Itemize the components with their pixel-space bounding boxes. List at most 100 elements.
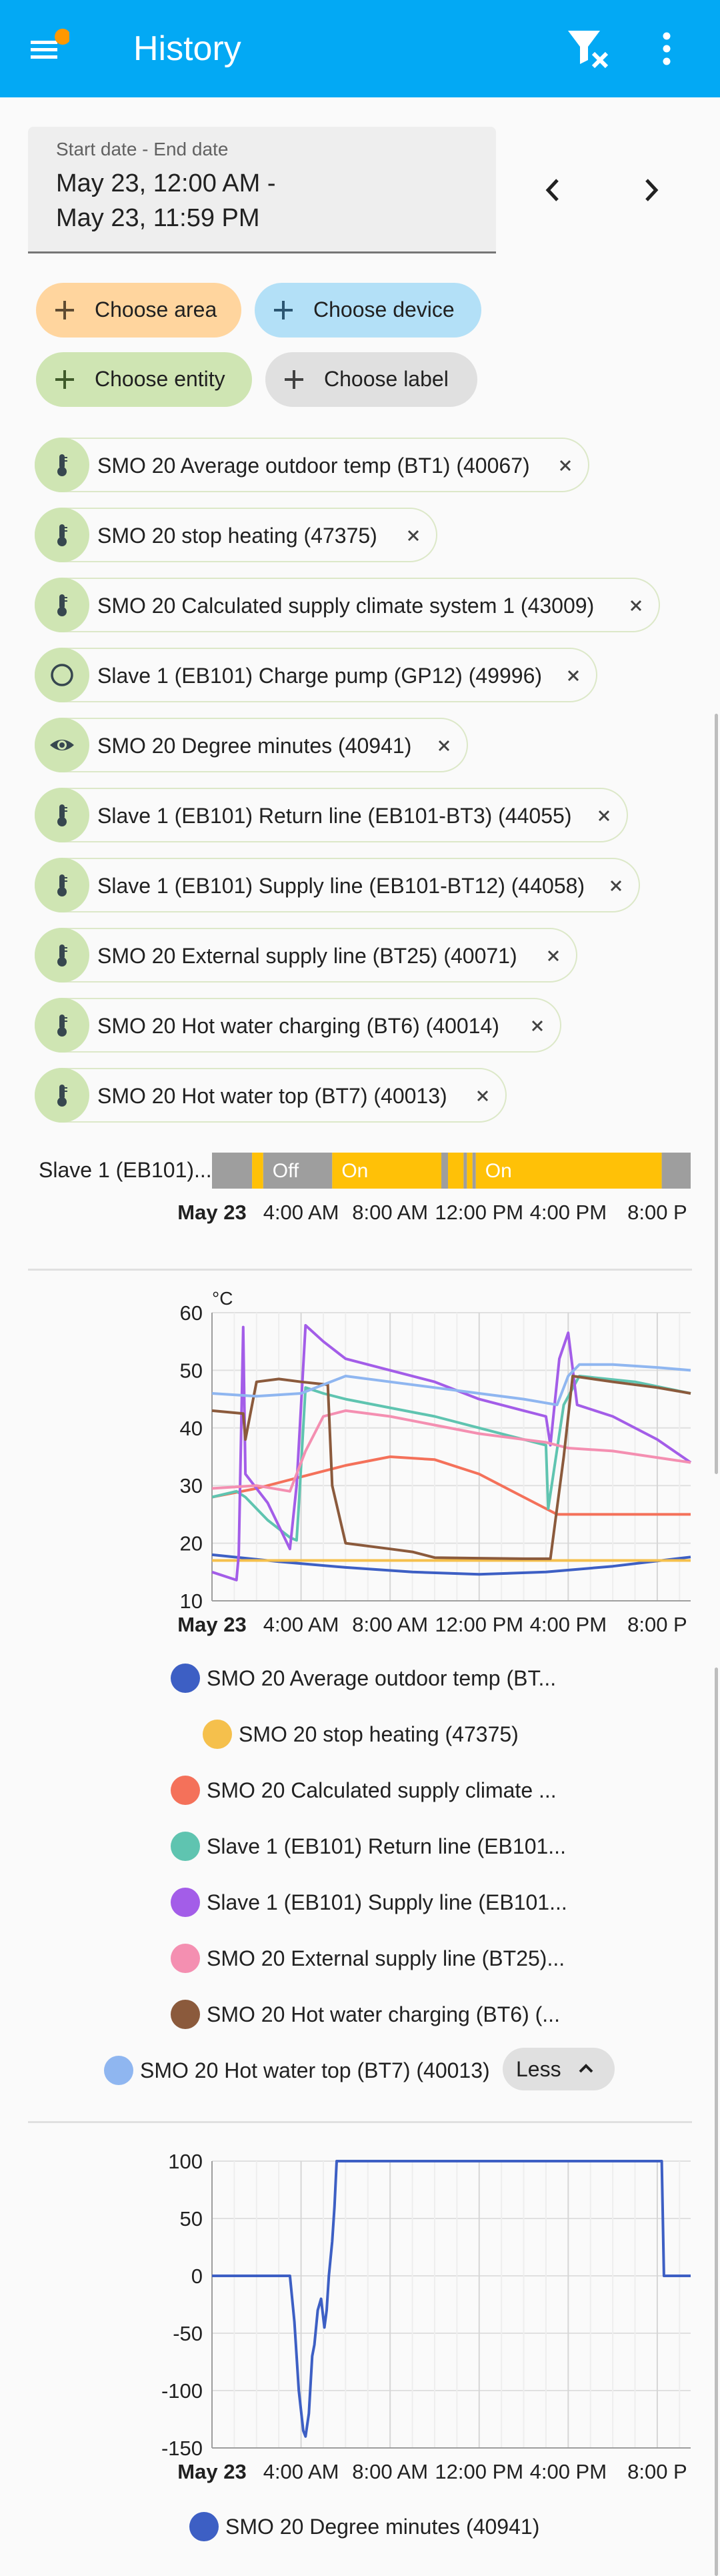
entity-chip-label: SMO 20 Hot water top (BT7) (40013) [97, 1084, 447, 1108]
series-line[interactable] [211, 1375, 691, 1542]
y-tick-label: 100 [168, 2150, 203, 2173]
legend-label: SMO 20 External supply line (BT25)... [207, 1946, 565, 1970]
legend-swatch [189, 2512, 219, 2541]
timeline-segment[interactable] [472, 1153, 476, 1189]
x-tick-label: 8:00 AM [352, 2460, 428, 2483]
entity-chip[interactable]: SMO 20 Degree minutes (40941) [35, 718, 468, 772]
entity-chip[interactable]: Slave 1 (EB101) Charge pump (GP12) (4999… [35, 648, 597, 702]
legend-swatch [171, 1888, 200, 1917]
show-less-button[interactable]: Less [503, 2048, 615, 2090]
remove-icon[interactable] [544, 946, 563, 965]
choose-device-button[interactable]: Choose device [255, 283, 481, 338]
legend-label: SMO 20 Hot water top (BT7) (40013) [140, 2058, 490, 2082]
choose-area-button[interactable]: Choose area [36, 283, 241, 338]
remove-icon[interactable] [607, 876, 625, 895]
legend-label: SMO 20 Average outdoor temp (BT... [207, 1666, 557, 1690]
entity-chip-label: SMO 20 Average outdoor temp (BT1) (40067… [97, 454, 530, 478]
remove-icon[interactable] [473, 1087, 492, 1105]
entity-chip-label: Slave 1 (EB101) Supply line (EB101-BT12)… [97, 874, 585, 898]
x-tick-label: 4:00 AM [263, 1201, 339, 1224]
entity-chip[interactable]: SMO 20 stop heating (47375) [35, 508, 437, 562]
timeline-segment[interactable] [447, 1153, 464, 1189]
x-tick-label: 4:00 PM [530, 1201, 607, 1224]
entity-chip[interactable]: SMO 20 External supply line (BT25) (4007… [35, 928, 577, 983]
chevron-left-icon[interactable] [533, 167, 573, 213]
remove-icon[interactable] [435, 736, 453, 755]
legend-label: SMO 20 Hot water charging (BT6) (... [207, 2002, 560, 2026]
y-tick-label: 40 [180, 1417, 203, 1440]
y-tick-label: -50 [173, 2322, 203, 2345]
entity-chip-label: Slave 1 (EB101) Return line (EB101-BT3) … [97, 804, 572, 828]
legend-label: Slave 1 (EB101) Supply line (EB101... [207, 1890, 567, 1914]
x-tick-label: 8:00 P [627, 2460, 687, 2483]
timeline-segment[interactable] [475, 1153, 662, 1189]
remove-icon[interactable] [564, 666, 583, 685]
state-timeline: Off On On May 23 4:00 AM 8:00 AM 12:00 PM 4:00 … [177, 1153, 691, 1224]
temperature-chart: 10 20 30 40 50 60 May 23 4:00 AM 8:00 AM 12:00 PM… [177, 1288, 692, 1636]
chevron-right-icon[interactable] [631, 167, 671, 213]
y-tick-label: -150 [161, 2437, 203, 2460]
scrollbar[interactable] [715, 1668, 718, 2576]
remove-icon[interactable] [404, 526, 423, 545]
legend-swatch [171, 1944, 200, 1973]
remove-icon[interactable] [528, 1017, 547, 1035]
x-tick-label: May 23 [177, 1201, 246, 1224]
series-line[interactable] [211, 1553, 691, 1576]
timeline-segment[interactable] [212, 1153, 253, 1189]
timeline-segment[interactable] [332, 1153, 441, 1189]
choose-label-button[interactable]: Choose label [265, 352, 477, 407]
thermometer-icon [35, 928, 89, 983]
menu-icon[interactable] [27, 29, 69, 69]
timeline-segment[interactable] [263, 1153, 333, 1189]
timeline-state-label: On [341, 1160, 368, 1182]
more-vert-icon[interactable] [653, 27, 680, 71]
choose-entity-button[interactable]: Choose entity [36, 352, 252, 407]
plus-icon [285, 370, 303, 389]
circle-outline-icon [35, 648, 89, 702]
plus-icon [55, 370, 74, 389]
scrollbar[interactable] [715, 714, 718, 1474]
entity-chip-label: SMO 20 Degree minutes (40941) [97, 734, 412, 758]
entity-chip[interactable]: SMO 20 Calculated supply climate system … [35, 578, 660, 632]
thermometer-icon [35, 788, 89, 842]
filter-remove-icon[interactable] [565, 27, 611, 71]
series-line[interactable] [211, 1375, 691, 1560]
legend-label: SMO 20 Calculated supply climate ... [207, 1778, 557, 1802]
x-tick-label: 4:00 AM [263, 2460, 339, 2483]
timeline-segment[interactable] [661, 1153, 691, 1189]
entity-chip[interactable]: SMO 20 Hot water top (BT7) (40013) [35, 1068, 507, 1123]
date-range-picker[interactable]: Start date - End date May 23, 12:00 AM -… [28, 127, 496, 253]
entity-chip[interactable]: SMO 20 Average outdoor temp (BT1) (40067… [35, 438, 589, 492]
y-tick-label: 10 [180, 1589, 203, 1613]
remove-icon[interactable] [595, 806, 613, 825]
app-bar: History [0, 0, 720, 97]
thermometer-icon [35, 578, 89, 632]
timeline-segment[interactable] [441, 1153, 448, 1189]
x-tick-label: 8:00 AM [352, 1201, 428, 1224]
series-line[interactable] [211, 1363, 691, 1407]
remove-icon[interactable] [556, 456, 575, 475]
remove-icon[interactable] [627, 596, 645, 615]
series-line[interactable] [211, 1409, 691, 1493]
timeline-segment[interactable] [252, 1153, 263, 1189]
legend-swatch [104, 2056, 133, 2085]
entity-chip[interactable]: SMO 20 Hot water charging (BT6) (40014) [35, 998, 561, 1053]
entity-chip[interactable]: Slave 1 (EB101) Return line (EB101-BT3) … [35, 788, 628, 842]
timeline-segment[interactable] [463, 1153, 467, 1189]
y-tick-label: 20 [180, 1532, 203, 1555]
y-tick-label: 0 [191, 2265, 203, 2288]
series-line[interactable] [211, 1455, 691, 1516]
thermometer-icon [35, 998, 89, 1053]
x-tick-label: 12:00 PM [435, 1613, 523, 1636]
series-line[interactable] [212, 2160, 691, 2438]
x-tick-label: 12:00 PM [435, 1201, 523, 1224]
entity-chip[interactable]: Slave 1 (EB101) Supply line (EB101-BT12)… [35, 858, 640, 912]
page-title: History [133, 29, 241, 68]
chevron-up-icon [579, 2064, 593, 2073]
x-tick-label: 8:00 P [627, 1201, 687, 1224]
legend-swatch [171, 1776, 200, 1805]
entity-chip-label: SMO 20 External supply line (BT25) (4007… [97, 944, 517, 968]
timeline-label: Slave 1 (EB101)... [39, 1158, 212, 1182]
timeline-segment[interactable] [467, 1153, 473, 1189]
x-tick-label: May 23 [177, 1613, 246, 1636]
